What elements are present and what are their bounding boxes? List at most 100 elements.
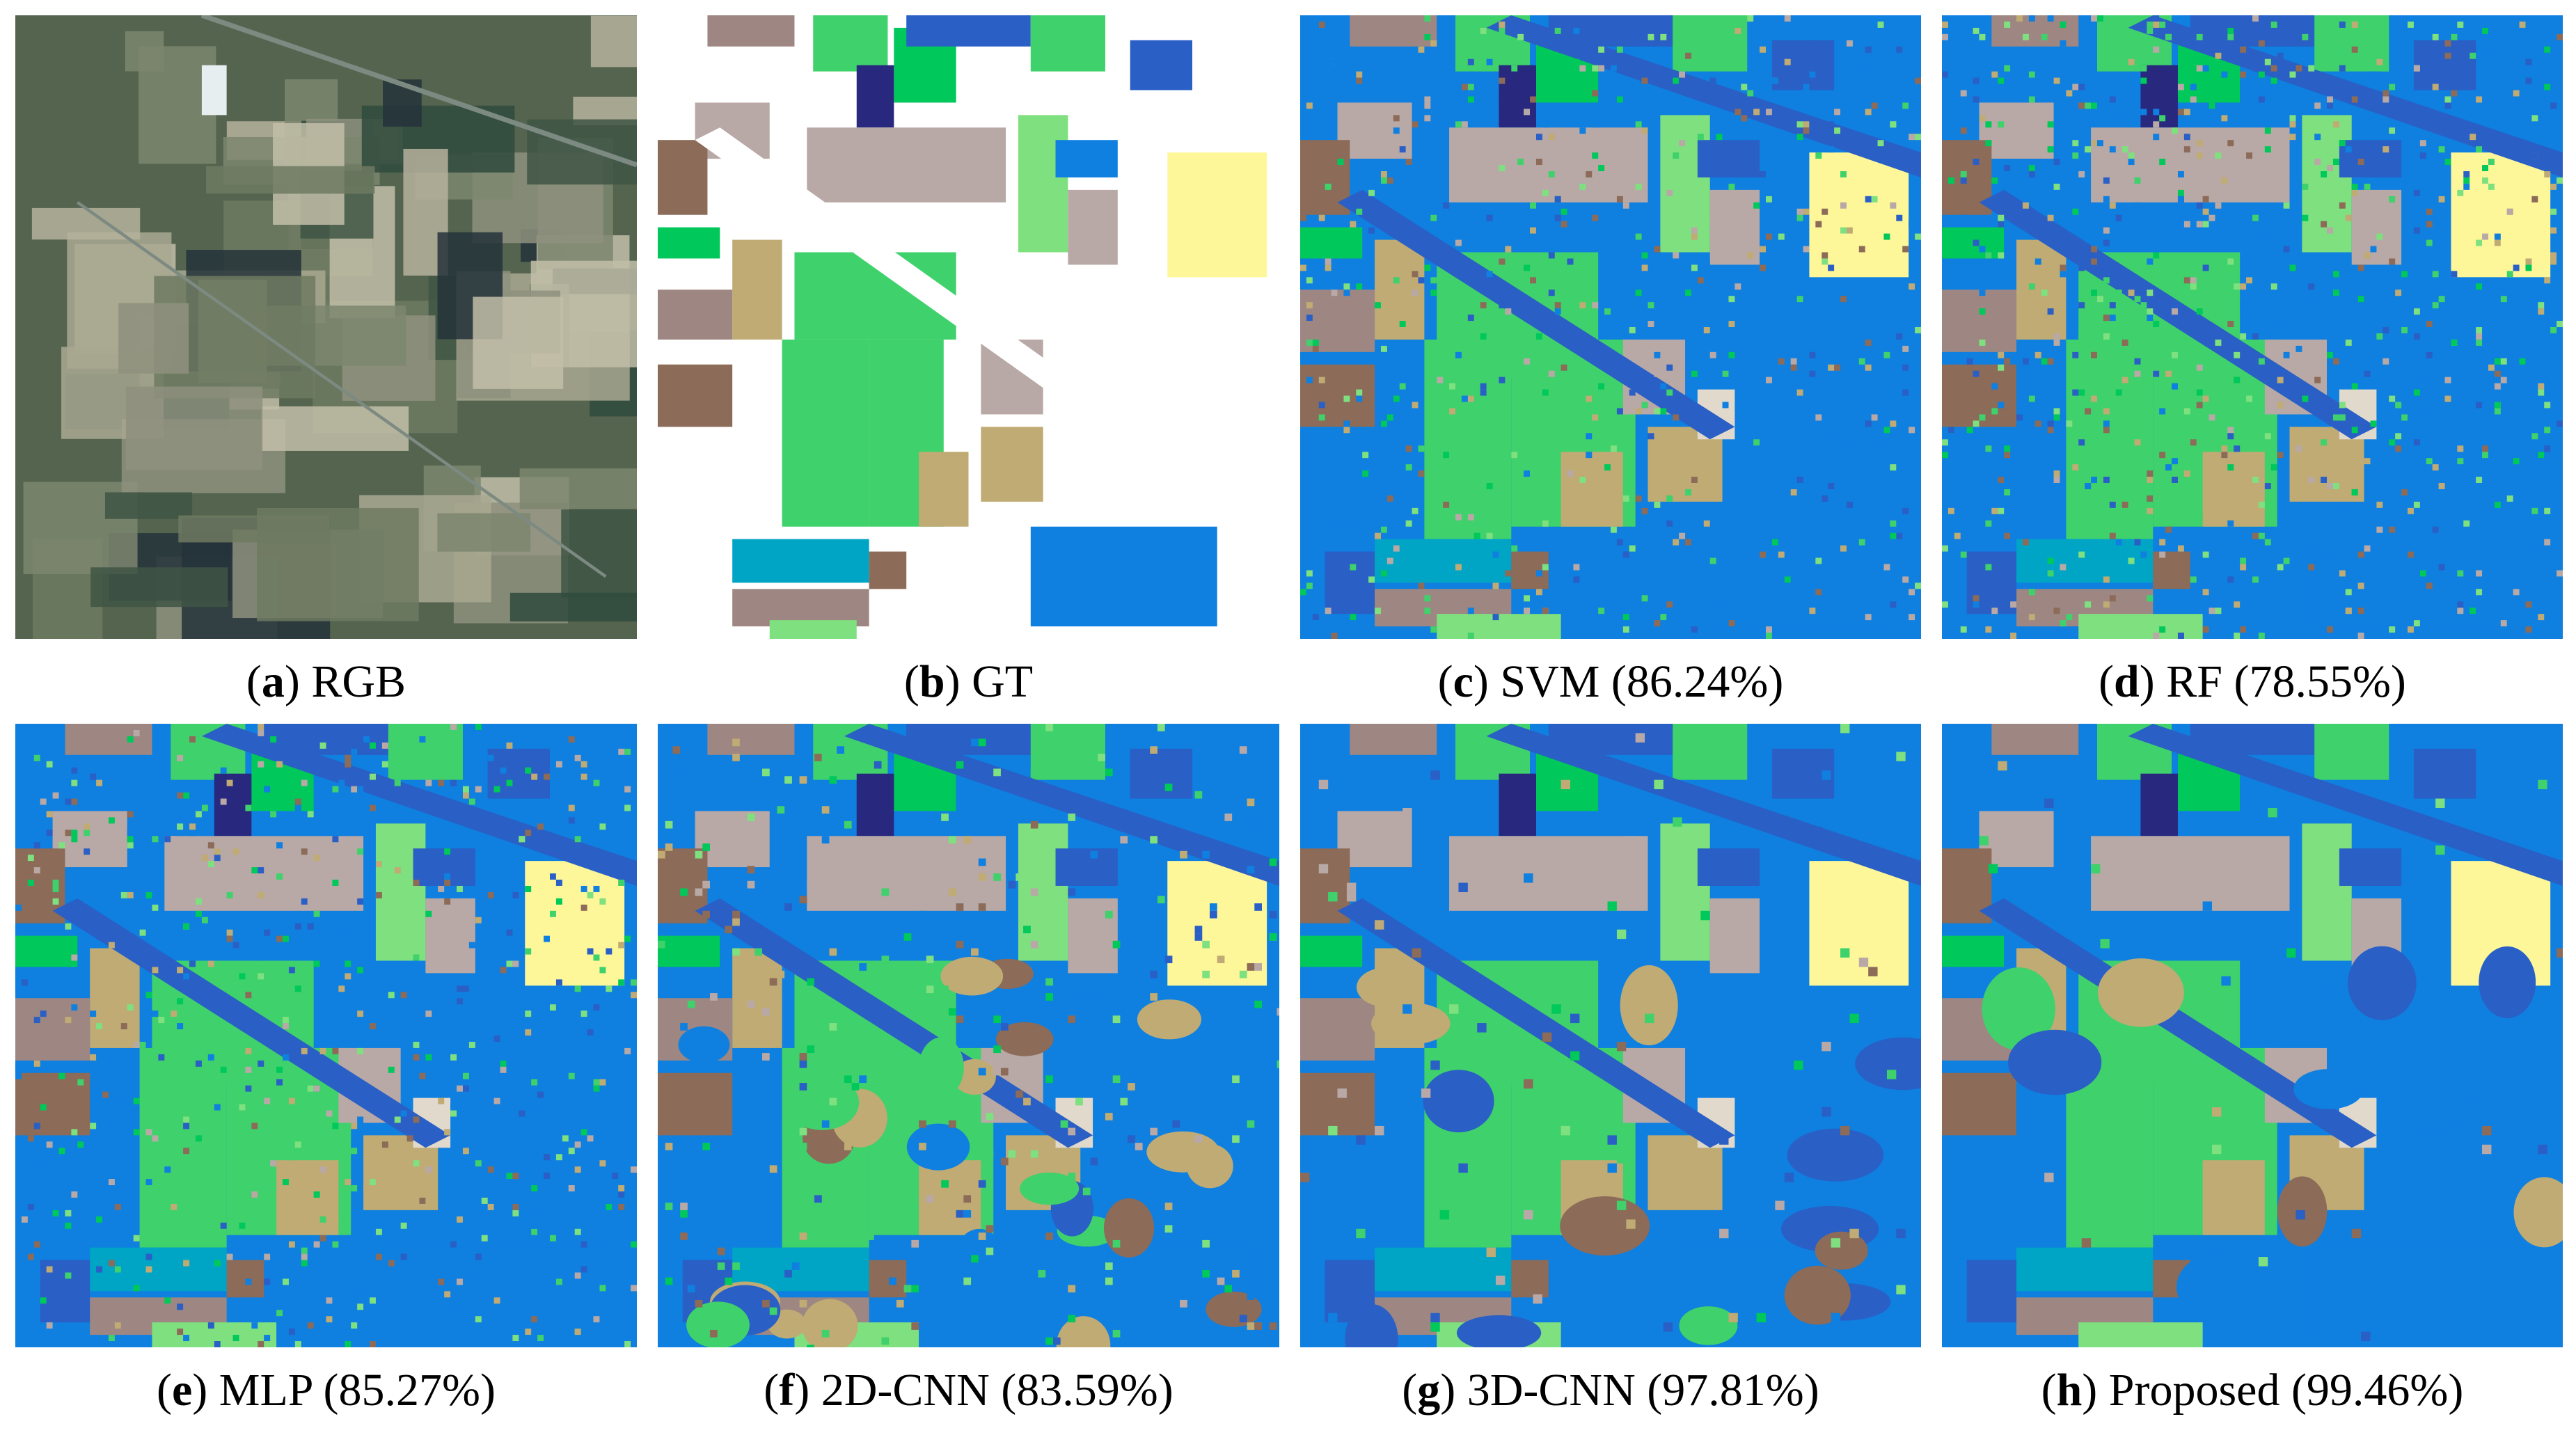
class-region xyxy=(732,948,782,1048)
caption-letter: d xyxy=(2114,656,2140,707)
class-region xyxy=(2153,551,2190,589)
caption-a: (a) RGB xyxy=(246,656,406,707)
class-region xyxy=(707,724,795,755)
misclassification-noise xyxy=(1942,15,2563,639)
class-region xyxy=(1709,189,1760,265)
gt-region xyxy=(658,227,720,259)
class-region xyxy=(2314,1247,2538,1335)
class-region xyxy=(658,935,720,967)
class-region xyxy=(1771,40,1835,90)
class-region xyxy=(2339,848,2402,886)
class-region xyxy=(1424,339,1512,539)
misclassification-noise xyxy=(15,724,637,1347)
class-region xyxy=(1130,748,1192,799)
caption-letter: b xyxy=(919,656,945,707)
misclassification-noise xyxy=(658,724,1279,1347)
map-image-f xyxy=(658,724,1279,1347)
map-image-b xyxy=(658,15,1267,639)
gt-region xyxy=(1130,40,1192,90)
gt-region xyxy=(1068,189,1118,265)
gt-region xyxy=(813,15,888,72)
top-road xyxy=(1486,724,1921,886)
class-region xyxy=(1499,773,1536,837)
top-road xyxy=(2128,15,2563,177)
map-g xyxy=(1300,724,1921,1347)
class-region xyxy=(807,836,1006,911)
class-region xyxy=(1979,811,2054,868)
diagonal-road xyxy=(695,898,1093,1148)
gt-region xyxy=(1018,115,1068,253)
caption-letter: h xyxy=(2056,1365,2083,1416)
class-region xyxy=(1942,935,2005,967)
caption-text: RGB xyxy=(311,656,406,707)
class-region xyxy=(2202,452,2265,527)
class-region xyxy=(388,1247,613,1335)
gt-region xyxy=(856,65,894,128)
class-region xyxy=(2202,1160,2265,1235)
class-region xyxy=(1709,898,1760,974)
class-region xyxy=(1942,1072,2017,1136)
caption-letter: c xyxy=(1453,656,1473,707)
class-region xyxy=(2302,115,2352,253)
class-region xyxy=(90,948,140,1048)
class-region xyxy=(1499,65,1536,128)
class-region xyxy=(2078,1322,2203,1347)
gt-region xyxy=(658,290,733,340)
caption-letter: g xyxy=(1417,1365,1441,1416)
gt-region xyxy=(732,239,782,340)
map-c xyxy=(1300,15,1921,639)
building xyxy=(201,65,227,116)
class-region xyxy=(1437,614,1561,639)
class-region xyxy=(856,773,894,837)
class-region xyxy=(1300,364,1375,427)
class-region xyxy=(2302,823,2352,961)
region-blobs xyxy=(1982,946,2563,1320)
class-region xyxy=(1325,551,1375,615)
caption-h: (h) Proposed (99.46%) xyxy=(2041,1365,2464,1416)
class-region xyxy=(425,898,475,974)
diagonal-road xyxy=(1337,898,1735,1148)
caption-g: (g) 3D-CNN (97.81%) xyxy=(1402,1365,1819,1416)
class-region xyxy=(869,1260,907,1298)
class-region xyxy=(15,998,90,1061)
top-road xyxy=(201,724,637,886)
class-region xyxy=(1350,15,1437,47)
caption-b: (b) GT xyxy=(903,656,1034,707)
gt-region xyxy=(658,364,733,427)
caption-text: GT xyxy=(972,656,1034,707)
caption-letter: f xyxy=(779,1365,795,1416)
diagonal-road xyxy=(1979,898,2377,1148)
caption-e: (e) MLP (85.27%) xyxy=(157,1365,496,1416)
gt-region xyxy=(782,339,869,527)
class-region xyxy=(1300,1072,1375,1136)
map-f xyxy=(658,724,1279,1347)
class-region xyxy=(1300,935,1363,967)
region-blobs xyxy=(678,956,1262,1347)
class-region xyxy=(1560,452,1623,527)
class-region xyxy=(2339,140,2402,177)
class-region xyxy=(1942,227,2005,259)
map-d xyxy=(1942,15,2563,639)
map-image-a xyxy=(15,15,637,639)
class-region xyxy=(1449,836,1648,911)
class-region xyxy=(2140,65,2178,128)
diagonal-road xyxy=(1337,189,1735,440)
class-region xyxy=(1991,724,2079,755)
region-blobs xyxy=(1345,965,1921,1347)
class-region xyxy=(1300,998,1375,1061)
gt-region xyxy=(906,15,1031,47)
class-region xyxy=(2314,724,2389,780)
class-region xyxy=(2413,40,2476,90)
unlabeled-road xyxy=(695,127,1105,415)
class-region xyxy=(695,811,770,868)
class-region xyxy=(1673,15,1748,72)
map-a xyxy=(15,15,637,639)
class-region xyxy=(276,1160,339,1235)
caption-text: MLP (85.27%) xyxy=(219,1365,496,1416)
caption-text: SVM (86.24%) xyxy=(1500,656,1784,707)
gt-region xyxy=(707,15,795,47)
map-image-g xyxy=(1300,724,1921,1347)
class-region xyxy=(90,1247,227,1292)
class-region xyxy=(2413,748,2476,799)
class-region xyxy=(1068,898,1118,974)
